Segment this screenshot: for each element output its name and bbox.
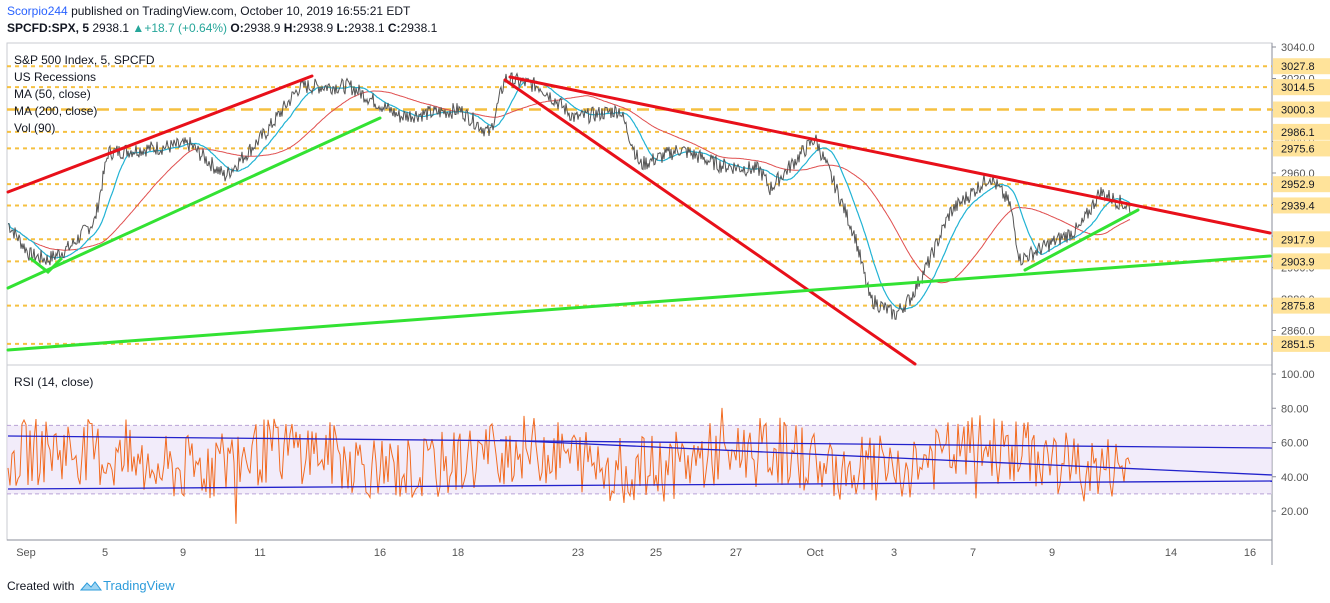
tradingview-brand[interactable]: TradingView: [103, 578, 175, 593]
main-pane-frame: [6, 42, 1273, 366]
level-label-bg: [1273, 123, 1330, 140]
close-label: C:: [387, 21, 401, 35]
level-label: 2986.1: [1281, 127, 1315, 139]
level-label-bg: [1273, 176, 1330, 193]
level-label-bg: [1273, 79, 1330, 96]
tradingview-logo-icon: [79, 581, 102, 591]
time-tick-label: Sep: [16, 547, 36, 559]
green-trendline-1: [6, 116, 382, 290]
level-label-bg: [1273, 197, 1330, 214]
last-price: 2938.1: [92, 21, 130, 35]
rsi-trendline-lower: [7, 480, 1273, 490]
rsi-trendline-upper: [7, 435, 1273, 449]
time-tick-label: 14: [1165, 547, 1177, 559]
red-trendline-1: [6, 74, 314, 194]
level-label-bg: [1273, 101, 1330, 118]
level-label: 2975.6: [1281, 143, 1315, 155]
level-label-bg: [1273, 140, 1330, 157]
legend-title: S&P 500 Index, 5, SPCFD: [14, 53, 155, 67]
green-trendline-3: [1023, 208, 1140, 272]
green-check-mark: [29, 256, 64, 274]
time-tick-label: 9: [180, 547, 186, 559]
author-link[interactable]: Scorpio244: [7, 4, 68, 18]
level-label: 3014.5: [1281, 82, 1315, 94]
level-label: 2952.9: [1281, 179, 1315, 191]
price-tick-label: 2860.0: [1281, 326, 1315, 338]
legend-item-ma50: MA (50, close): [14, 87, 91, 101]
time-tick-label: 5: [102, 547, 108, 559]
rsi-tick-label: 40.00: [1281, 472, 1309, 484]
ma50-line: [7, 79, 1131, 310]
ma200-line: [7, 90, 1131, 284]
price-change: +18.7 (+0.64%): [144, 21, 228, 35]
green-trendline-2: [6, 254, 1272, 352]
rsi-trendline-mid: [499, 439, 1273, 476]
legend-item-vol: Vol (90): [14, 121, 56, 135]
time-tick-label: 7: [970, 547, 976, 559]
red-trendline-3: [503, 78, 917, 366]
time-tick-label: 18: [452, 547, 464, 559]
level-label-bg: [1273, 58, 1330, 75]
rsi-legend: RSI (14, close): [14, 375, 94, 389]
level-label-bg: [1273, 297, 1330, 314]
change-arrow-icon: ▲: [132, 21, 145, 35]
rsi-tick-label: 20.00: [1281, 506, 1309, 518]
level-label: 2875.8: [1281, 301, 1315, 313]
level-label-bg: [1273, 335, 1330, 352]
rsi-tick-label: 100.00: [1281, 369, 1315, 381]
level-label: 2851.5: [1281, 339, 1315, 351]
level-label-bg: [1273, 253, 1330, 270]
level-label: 2903.9: [1281, 256, 1315, 268]
rsi-tick-label: 80.00: [1281, 403, 1309, 415]
price-line: [7, 72, 1131, 320]
time-tick-label: Oct: [806, 547, 823, 559]
publish-info: Scorpio244 published on TradingView.com,…: [7, 4, 410, 18]
red-trendline-2: [508, 75, 1272, 235]
time-tick-label: 16: [374, 547, 386, 559]
time-tick-label: 16: [1244, 547, 1256, 559]
symbol: SPCFD:SPX, 5: [7, 21, 90, 35]
ohlc-bar: SPCFD:SPX, 5 2938.1 ▲+18.7 (+0.64%) O:29…: [7, 21, 437, 35]
main-legend: S&P 500 Index, 5, SPCFD US Recessions MA…: [14, 52, 155, 137]
level-label: 3000.3: [1281, 105, 1315, 117]
time-tick-label: 11: [254, 547, 265, 559]
level-label: 2939.4: [1281, 200, 1315, 212]
low-label: L:: [336, 21, 348, 35]
time-tick-label: 23: [572, 547, 584, 559]
legend-item-recessions: US Recessions: [14, 70, 97, 84]
high-label: H:: [283, 21, 297, 35]
time-tick-label: 9: [1049, 547, 1055, 559]
high-value: 2938.9: [296, 21, 334, 35]
price-tick-label: 3040.0: [1281, 42, 1315, 54]
legend-item-ma200: MA (200, close): [14, 104, 98, 118]
time-tick-label: 27: [730, 547, 742, 559]
level-label: 3027.8: [1281, 61, 1315, 73]
time-tick-label: 25: [650, 547, 662, 559]
low-value: 2938.1: [347, 21, 385, 35]
close-value: 2938.1: [400, 21, 438, 35]
rsi-line: [7, 407, 1131, 524]
footer: Created with TradingView: [7, 578, 175, 593]
rsi-tick-label: 60.00: [1281, 438, 1309, 450]
level-label: 2917.9: [1281, 234, 1315, 246]
level-label-bg: [1273, 231, 1330, 248]
published-text: published on TradingView.com, October 10…: [71, 4, 411, 18]
open-value: 2938.9: [243, 21, 281, 35]
time-tick-label: 3: [891, 547, 897, 559]
created-with-text: Created with: [7, 579, 75, 593]
open-label: O:: [230, 21, 244, 35]
